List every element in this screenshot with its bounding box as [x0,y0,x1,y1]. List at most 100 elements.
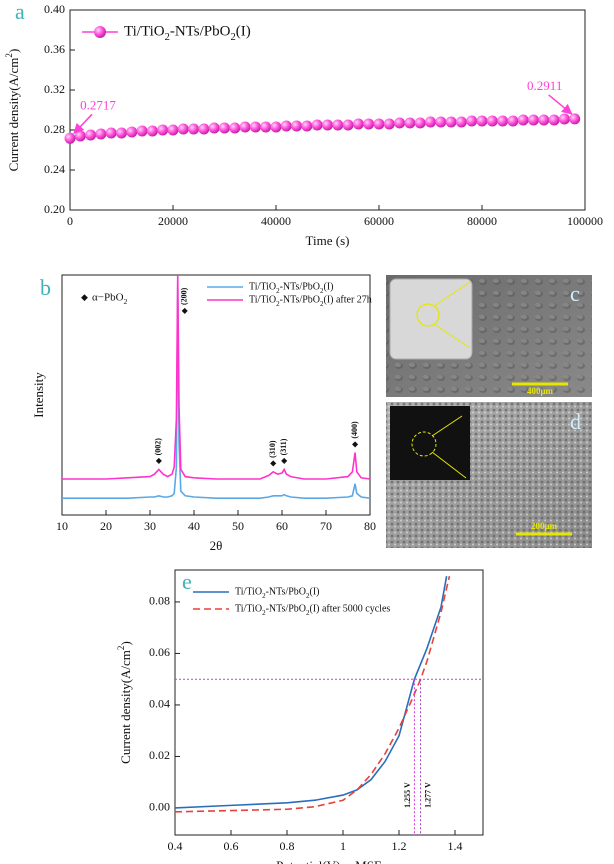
y-tick-label: 0.28 [44,122,65,136]
zoom-line [431,451,467,479]
x-tick-label: 60000 [364,214,394,228]
peak-diamond: ◆ [182,306,189,315]
data-point [414,117,426,129]
x-tick-label: 0.6 [224,839,239,853]
y-tick-label: 0.02 [149,748,170,762]
x-tick-label: 20 [100,519,112,533]
y-axis-label: Intensity [31,372,46,418]
x-tick-label: 20000 [158,214,188,228]
chart-b: b 10 20 30 40 50 60 70 80 2θ Intensity Ti/TiO2-NTs/… [31,274,376,553]
x-tick-label: 1 [340,839,346,853]
data-point [136,125,148,137]
data-point [260,121,272,133]
data-point [332,119,344,131]
inset-photo [390,406,470,480]
inset-circle [416,303,440,327]
data-point [311,119,323,131]
y-axis-label: Current density(A/cm2) [116,641,133,764]
data-point [177,123,189,135]
data-point [558,113,570,125]
series-line [175,575,451,813]
data-point [239,121,251,133]
data-point [373,118,385,130]
data-point [188,123,200,135]
data-point [507,115,519,127]
x-tick-label: 50 [232,519,244,533]
annotation: 0.2911 [527,78,562,93]
zoom-line [431,415,463,437]
diamond: ◆ [81,292,88,302]
data-point [157,124,169,136]
legend-label: Ti/TiO2-NTs/PbO2(I) after 27h [249,294,372,307]
data-point [291,120,303,132]
chart-a: a 0 20000 40000 60000 80000 100000 0.20 0.24 0.28… [4,0,603,248]
sem-image-d: 200μm d [386,402,592,548]
data-point [445,116,457,128]
x-tick-label: 0.8 [280,839,295,853]
x-tick-label: 80000 [467,214,497,228]
y-tick-label: 0.20 [44,202,65,216]
panel-label: a [15,0,25,24]
data-point [167,124,179,136]
peak-label: (400) [350,421,359,439]
x-tick-label: 10 [56,519,68,533]
legend-marker [94,26,106,38]
data-point [95,128,107,140]
data-point [270,121,282,133]
legend: Ti/TiO2-NTs/PbO2(I)Ti/TiO2-NTs/PbO2(I) a… [207,281,372,308]
data-point [116,127,127,139]
x-tick-label: 70 [320,519,332,533]
data-point [404,117,416,129]
peak-label: (200) [180,287,189,305]
scale-label: 200μm [531,521,558,531]
y-tick-label: 0.06 [149,645,170,659]
data-point [146,125,158,137]
reference-label: 1.255 V [403,782,412,808]
data-point [322,119,333,131]
legend: Ti/TiO2-NTs/PbO2(I) [82,23,251,43]
x-tick-label: 40 [188,519,200,533]
data-point [352,118,364,130]
data-point [301,120,313,132]
zoom-line [433,323,471,349]
panel-label: c [570,281,580,306]
y-tick-label: 0.40 [44,2,65,16]
zoom-line [433,281,471,307]
panel-label: e [182,569,192,594]
y-tick-label: 0.24 [44,162,65,176]
data-point [363,118,375,130]
x-tick-label: 1.2 [392,839,407,853]
peak-label: (310) [268,440,277,458]
scale-label: 400μm [527,386,554,396]
peak-label: (311) [279,438,288,455]
data-point [394,117,406,129]
legend-label: Ti/TiO2-NTs/PbO2(I) after 5000 cycles [235,603,390,616]
peak-label: (002) [154,438,163,456]
data-point [229,122,241,134]
data-point [219,122,230,134]
x-axis-label: Potential(V)vs MSE [276,858,382,864]
data-point [466,115,478,127]
data-point [85,129,97,141]
data-point [486,115,498,127]
series-line [62,275,370,480]
annotation-arrow [548,94,573,115]
sem-image-c: 400μm c [386,275,592,397]
data-point [249,121,261,133]
data-point [528,114,539,126]
x-tick-label: 100000 [567,214,603,228]
data-point [548,114,560,126]
data-point [126,126,138,138]
y-tick-label: 0.04 [149,697,170,711]
plot-frame [174,569,484,836]
x-axis-label: Time (s) [306,233,350,248]
data-point [455,116,467,128]
legend-label: Ti/TiO2-NTs/PbO2(I) [249,281,334,294]
y-tick-label: 0.36 [44,42,65,56]
data-point [105,127,117,139]
data-point [64,132,76,144]
y-tick-label: 0.00 [149,800,170,814]
peak-diamond: ◆ [352,439,359,448]
x-tick-label: 30 [144,519,156,533]
x-axis-label: 2θ [210,538,223,553]
